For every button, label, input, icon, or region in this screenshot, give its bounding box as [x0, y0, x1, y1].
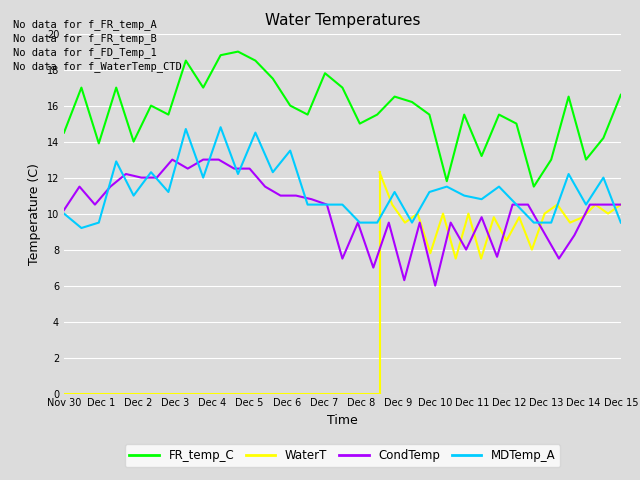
Title: Water Temperatures: Water Temperatures [265, 13, 420, 28]
Y-axis label: Temperature (C): Temperature (C) [28, 163, 41, 264]
Text: No data for f_FR_temp_A
No data for f_FR_temp_B
No data for f_FD_Temp_1
No data : No data for f_FR_temp_A No data for f_FR… [13, 19, 182, 72]
Legend: FR_temp_C, WaterT, CondTemp, MDTemp_A: FR_temp_C, WaterT, CondTemp, MDTemp_A [125, 444, 560, 467]
X-axis label: Time: Time [327, 414, 358, 427]
